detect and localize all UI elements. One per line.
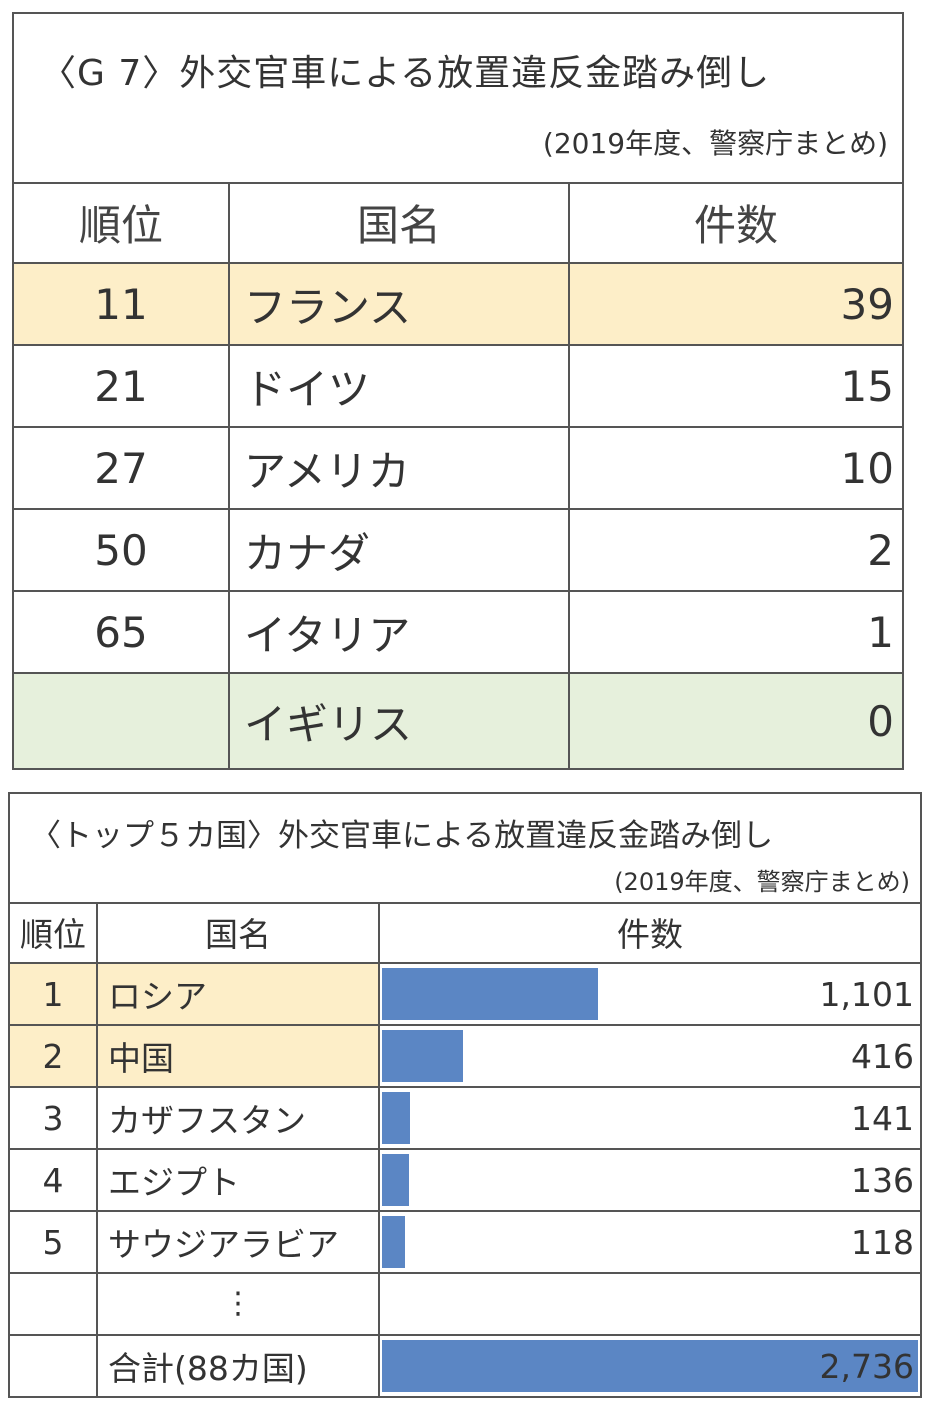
table-row: 65 イタリア 1 [14, 592, 902, 674]
top5-header-count: 件数 [617, 915, 683, 954]
count-cell: 39 [840, 279, 894, 329]
ellipsis-row: ⋮ [10, 1274, 920, 1336]
rank-cell: 5 [10, 1212, 98, 1272]
count-cell: 141 [380, 1088, 920, 1148]
ellipsis-cell: ⋮ [98, 1274, 380, 1334]
g7-header-row: 順位 国名 件数 [14, 182, 902, 264]
g7-subtitle: (2019年度、警察庁まとめ) [542, 127, 888, 160]
top5-table: 〈トップ５カ国〉外交官車による放置違反金踏み倒し (2019年度、警察庁まとめ)… [8, 792, 922, 1398]
bar [382, 1216, 406, 1268]
data-label: 416 [851, 1036, 914, 1076]
g7-header-rank: 順位 [14, 182, 230, 262]
country-cell: フランス [230, 264, 570, 344]
top5-title: 〈トップ５カ国〉外交官車による放置違反金踏み倒し [30, 818, 774, 854]
count-cell: 136 [380, 1150, 920, 1210]
data-label: 141 [851, 1098, 914, 1138]
table-row: 4 エジプト 136 [10, 1150, 920, 1212]
table-row: 27 アメリカ 10 [14, 428, 902, 510]
rank-cell: 4 [10, 1150, 98, 1210]
table-row: 1 ロシア 1,101 [10, 964, 920, 1026]
rank-cell: 65 [14, 592, 230, 672]
table-row: 3 カザフスタン 141 [10, 1088, 920, 1150]
count-cell: 1 [867, 607, 894, 657]
count-cell: 0 [867, 696, 894, 746]
rank-cell: 3 [10, 1088, 98, 1148]
rank-cell: 50 [14, 510, 230, 590]
table-row: 50 カナダ 2 [14, 510, 902, 592]
bar [382, 1030, 464, 1082]
bar [382, 1154, 409, 1206]
table-row: イギリス 0 [14, 674, 902, 768]
country-cell: カザフスタン [98, 1088, 380, 1148]
g7-title-block: 〈G 7〉外交官車による放置違反金踏み倒し (2019年度、警察庁まとめ) [14, 14, 902, 184]
table-row: 11 フランス 39 [14, 264, 902, 346]
count-cell: 2,736 [380, 1336, 920, 1396]
g7-header-count: 件数 [693, 200, 778, 250]
country-cell: サウジアラビア [98, 1212, 380, 1272]
rank-cell: 27 [14, 428, 230, 508]
country-cell: ロシア [98, 964, 380, 1024]
top5-header-rank: 順位 [10, 902, 98, 962]
total-label: 合計(88カ国) [98, 1336, 380, 1396]
country-cell: イタリア [230, 592, 570, 672]
country-cell: イギリス [230, 674, 570, 768]
country-cell: 中国 [98, 1026, 380, 1086]
country-cell: エジプト [98, 1150, 380, 1210]
count-cell: 118 [380, 1212, 920, 1272]
rank-cell [14, 674, 230, 768]
data-label: 118 [851, 1222, 914, 1262]
top5-header-row: 順位 国名 件数 [10, 902, 920, 964]
data-label: 2,736 [819, 1346, 914, 1386]
g7-table: 〈G 7〉外交官車による放置違反金踏み倒し (2019年度、警察庁まとめ) 順位… [12, 12, 904, 770]
top5-subtitle: (2019年度、警察庁まとめ) [614, 868, 910, 896]
table-row: 5 サウジアラビア 118 [10, 1212, 920, 1274]
rank-cell [10, 1274, 98, 1334]
top5-header-country: 国名 [98, 902, 380, 962]
count-cell: 10 [840, 443, 894, 493]
rank-cell [10, 1336, 98, 1396]
top5-title-block: 〈トップ５カ国〉外交官車による放置違反金踏み倒し (2019年度、警察庁まとめ) [10, 794, 920, 904]
rank-cell: 2 [10, 1026, 98, 1086]
count-cell: 1,101 [380, 964, 920, 1024]
rank-cell: 11 [14, 264, 230, 344]
g7-header-country: 国名 [230, 182, 570, 262]
rank-cell: 21 [14, 346, 230, 426]
g7-title: 〈G 7〉外交官車による放置違反金踏み倒し [40, 53, 771, 94]
data-label: 1,101 [819, 974, 914, 1014]
count-cell: 416 [380, 1026, 920, 1086]
country-cell: ドイツ [230, 346, 570, 426]
count-cell: 2 [867, 525, 894, 575]
table-row: 2 中国 416 [10, 1026, 920, 1088]
country-cell: アメリカ [230, 428, 570, 508]
count-cell [380, 1274, 920, 1334]
country-cell: カナダ [230, 510, 570, 590]
data-label: 136 [851, 1160, 914, 1200]
vertical-ellipsis: ⋮ [223, 1286, 253, 1321]
bar [382, 1340, 918, 1392]
table-row: 21 ドイツ 15 [14, 346, 902, 428]
count-cell: 15 [840, 361, 894, 411]
rank-cell: 1 [10, 964, 98, 1024]
bar [382, 1092, 410, 1144]
bar [382, 968, 598, 1020]
total-row: 合計(88カ国) 2,736 [10, 1336, 920, 1396]
